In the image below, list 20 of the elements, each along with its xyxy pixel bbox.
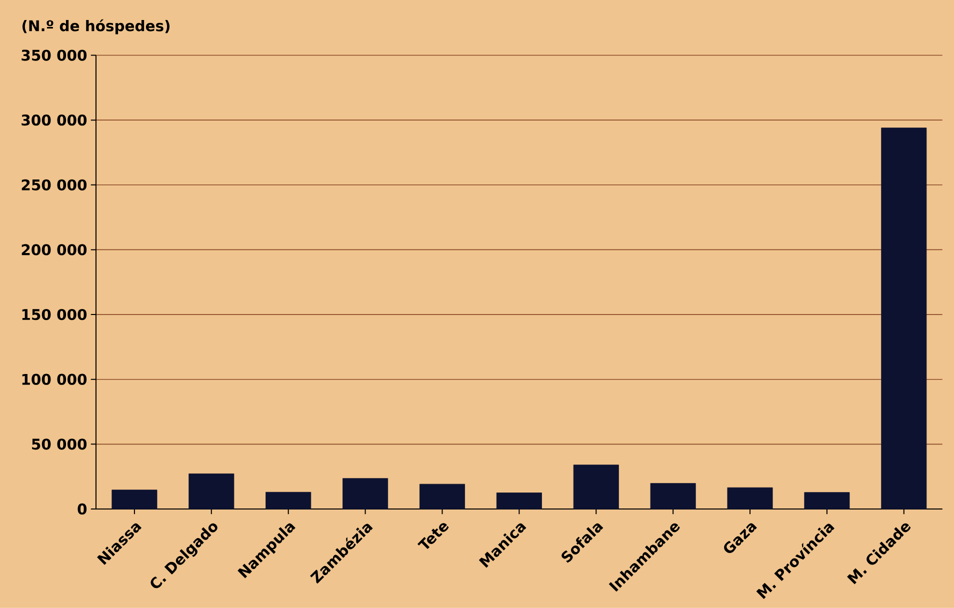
y-tick-label: 350 000 xyxy=(22,50,87,61)
y-tick-label: 300 000 xyxy=(22,114,87,126)
bar xyxy=(727,487,773,510)
bar xyxy=(342,478,388,510)
y-tick-label: 0 xyxy=(78,503,87,515)
y-tick-label: 100 000 xyxy=(22,374,87,385)
y-tick-label: 200 000 xyxy=(22,244,87,256)
bar xyxy=(419,484,465,510)
bar xyxy=(496,492,542,510)
bar xyxy=(112,490,158,510)
y-tick-label: 150 000 xyxy=(22,309,87,320)
bar xyxy=(573,464,619,510)
bar xyxy=(188,474,234,510)
y-tick-label: 250 000 xyxy=(22,179,87,191)
y-tick-label: 50 000 xyxy=(32,438,87,450)
bar xyxy=(266,492,312,510)
bar xyxy=(650,483,696,510)
bar xyxy=(804,492,850,510)
y-axis-title: (N.º de hóspedes) xyxy=(22,19,170,34)
bar xyxy=(881,128,927,510)
